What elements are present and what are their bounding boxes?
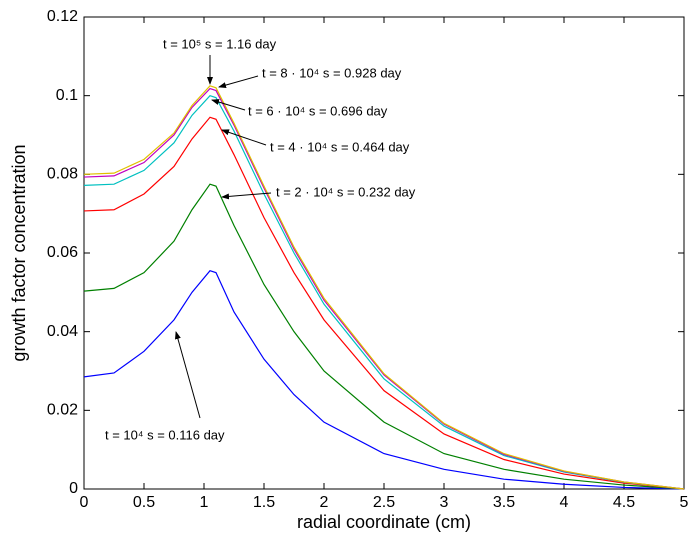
y-tick-label: 0.06 — [47, 244, 78, 261]
series-line — [83, 85, 685, 490]
x-tick-label: 0.5 — [133, 494, 155, 511]
x-tick-label: 1.5 — [253, 494, 275, 511]
annotation: t = 6 · 10⁴ s = 0.696 day — [248, 103, 388, 118]
annotation-arrow — [218, 75, 259, 88]
y-tick-label: 0 — [69, 480, 78, 497]
annotation: t = 10⁴ s = 0.116 day — [105, 427, 225, 442]
x-axis-label: radial coordinate (cm) — [297, 512, 471, 532]
series-line — [83, 183, 685, 490]
y-axis-label: growth factor concentration — [9, 144, 29, 361]
annotation-arrow — [174, 331, 201, 419]
annotation-arrow — [221, 192, 272, 200]
y-tick-label: 0.1 — [56, 87, 78, 104]
y-tick-label: 0.08 — [47, 166, 78, 183]
annotation-arrow — [221, 129, 267, 146]
x-tick-label: 4 — [560, 494, 569, 511]
annotation: t = 4 · 10⁴ s = 0.464 day — [270, 139, 410, 154]
x-tick-label: 0 — [80, 494, 89, 511]
x-tick-label: 2 — [320, 494, 329, 511]
x-tick-label: 4.5 — [613, 494, 635, 511]
plot-frame — [83, 16, 685, 490]
x-tick-label: 5 — [680, 494, 689, 511]
series-line — [83, 87, 685, 490]
annotation: t = 8 · 10⁴ s = 0.928 day — [262, 65, 402, 80]
y-tick-label: 0.12 — [47, 8, 78, 25]
x-tick-label: 3 — [440, 494, 449, 511]
y-tick-label: 0.04 — [47, 323, 78, 340]
x-tick-label: 1 — [200, 494, 209, 511]
annotation: t = 10⁵ s = 1.16 day — [163, 36, 277, 51]
y-tick-label: 0.02 — [47, 402, 78, 419]
series-line — [83, 270, 685, 490]
annotation: t = 2 · 10⁴ s = 0.232 day — [276, 184, 416, 199]
annotation-arrow — [211, 99, 246, 111]
x-tick-label: 2.5 — [373, 494, 395, 511]
series-line — [83, 116, 685, 490]
x-tick-label: 3.5 — [493, 494, 515, 511]
